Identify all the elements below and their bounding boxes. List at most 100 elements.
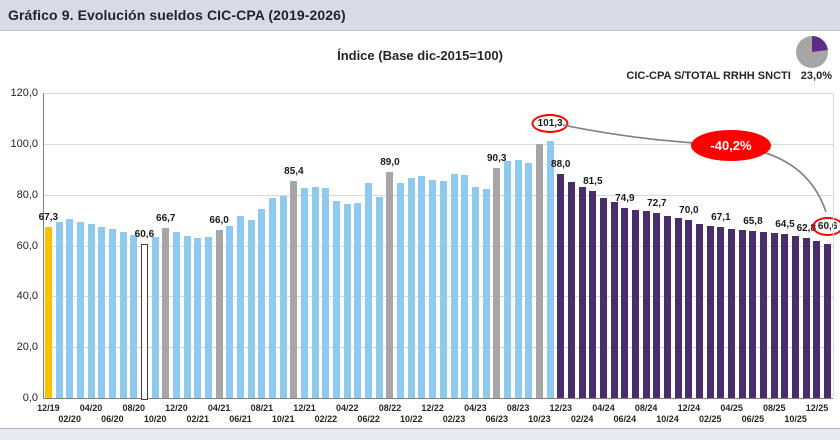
chart-bar-10-23 xyxy=(535,143,543,398)
chart-bar-12-25 xyxy=(813,241,821,398)
chart-bar-12-21 xyxy=(301,188,309,398)
chart-bar-12-22 xyxy=(429,179,437,398)
chart-bar-04-20 xyxy=(87,224,95,398)
chart-bar-06-22 xyxy=(365,182,373,398)
chart-bar-11-23 xyxy=(546,140,554,398)
footer-strip xyxy=(0,428,840,440)
chart-bar-04-25 xyxy=(728,228,736,398)
bar-value-label: 64,5 xyxy=(775,219,795,231)
y-axis-line xyxy=(43,93,44,398)
x-tick-label: 10/24 xyxy=(656,414,679,424)
bar-value-label: 67,1 xyxy=(711,212,731,224)
x-tick-label: 12/20 xyxy=(165,403,188,413)
chart-bar-06-20 xyxy=(108,229,116,398)
drop-percentage-badge: -40,2% xyxy=(691,130,771,161)
chart-bar-10-22 xyxy=(407,177,415,398)
circled-value-label: 101,3 xyxy=(531,113,569,133)
x-tick-label: 02/21 xyxy=(186,414,210,424)
chart-bar-03-24 xyxy=(589,190,597,398)
chart-bar-01-24 xyxy=(567,182,575,398)
chart-bar-07-21 xyxy=(247,219,255,398)
chart-bar-10-21 xyxy=(279,196,287,398)
chart-bar-06-25 xyxy=(749,230,757,398)
chart-bar-01-21 xyxy=(183,235,191,398)
x-tick-label: 04/23 xyxy=(464,403,487,413)
chart-bar-04-21 xyxy=(215,230,223,398)
header-bar: Gráfico 9. Evolución sueldos CIC-CPA (20… xyxy=(0,0,840,31)
chart-bar-08-21 xyxy=(258,209,266,398)
chart-bar-01-23 xyxy=(439,180,447,398)
chart-bar-05-21 xyxy=(226,226,234,398)
chart-bar-08-22 xyxy=(386,171,394,398)
chart-bar-08-23 xyxy=(514,159,522,398)
x-tick-label: 06/24 xyxy=(613,414,637,424)
y-tick-label: 20,0 xyxy=(16,341,38,354)
bar-value-label: 85,4 xyxy=(284,165,304,177)
x-tick-label: 10/25 xyxy=(784,414,807,424)
x-tick-label: 04/20 xyxy=(79,403,103,413)
gridline xyxy=(43,347,833,349)
chart-bar-04-22 xyxy=(343,204,351,398)
x-tick-label: 08/25 xyxy=(763,403,786,413)
bar-value-label: 60,6 xyxy=(134,228,155,240)
chart-bar-04-23 xyxy=(471,187,479,398)
chart-bar-09-22 xyxy=(397,182,405,398)
x-tick-label: 02/23 xyxy=(442,414,466,424)
chart-bar-10-20 xyxy=(151,237,159,398)
x-tick-label: 02/24 xyxy=(570,414,594,424)
chart-bar-08-20 xyxy=(130,234,138,398)
chart-bar-03-20 xyxy=(76,222,84,398)
chart-bar-07-24 xyxy=(632,209,639,398)
gridline xyxy=(43,143,833,145)
page-title: Gráfico 9. Evolución sueldos CIC-CPA (20… xyxy=(8,7,346,23)
x-tick-label: 04/25 xyxy=(720,403,743,413)
bar-value-label: 90,3 xyxy=(486,153,507,165)
chart-bar-12-20 xyxy=(172,231,180,398)
x-tick-label: 10/20 xyxy=(143,414,167,424)
chart-bar-08-24 xyxy=(642,211,650,398)
x-tick-label: 06/22 xyxy=(357,414,380,424)
chart-bar-04-24 xyxy=(599,198,607,398)
chart-bar-11-21 xyxy=(290,180,298,398)
chart-bar-03-25 xyxy=(717,227,725,398)
chart-bar-05-20 xyxy=(98,226,106,398)
x-tick-label: 04/24 xyxy=(592,403,615,413)
x-tick-label: 08/21 xyxy=(250,403,274,413)
y-tick-label: 40,0 xyxy=(16,290,38,303)
x-tick-label: 10/21 xyxy=(271,414,295,424)
chart-bar-11-25 xyxy=(802,238,810,398)
chart-bar-07-25 xyxy=(760,232,768,398)
x-tick-label: 04/21 xyxy=(207,403,231,413)
pie-chart-icon xyxy=(794,34,830,70)
chart-bar-07-22 xyxy=(375,197,383,398)
chart-bar-09-23 xyxy=(525,163,533,398)
chart-bar-09-21 xyxy=(269,197,277,398)
bar-value-label: 66,7 xyxy=(156,213,176,225)
x-tick-label: 06/23 xyxy=(485,414,508,424)
x-tick-label: 04/22 xyxy=(335,403,359,413)
chart-bar-03-21 xyxy=(204,236,212,398)
bar-value-label: 65,8 xyxy=(743,215,763,227)
y-tick-label: 80,0 xyxy=(16,188,38,201)
chart-bar-01-22 xyxy=(311,187,319,398)
circled-value-label: 60,6 xyxy=(811,216,840,236)
chart-bar-10-24 xyxy=(664,216,672,398)
chart-bar-03-23 xyxy=(461,174,469,398)
chart-bar-12-23 xyxy=(557,174,565,398)
bar-value-label: 62,8 xyxy=(796,223,817,235)
chart-bar-12-24 xyxy=(685,220,693,398)
pie-legend: CIC-CPA S/TOTAL RRHH SNCTI 23,0% xyxy=(626,70,832,82)
x-axis-line xyxy=(43,398,833,399)
x-tick-label: 02/22 xyxy=(314,414,338,424)
chart-bar-05-22 xyxy=(354,203,362,398)
pie-legend-value: 23,0% xyxy=(800,70,832,82)
chart-bar-02-22 xyxy=(322,188,330,398)
y-tick-label: 60,0 xyxy=(16,239,38,252)
x-tick-label: 12/21 xyxy=(293,403,316,413)
chart-bar-06-23 xyxy=(493,168,501,398)
chart-bar-11-20 xyxy=(162,228,170,398)
chart-bar-02-21 xyxy=(194,237,202,398)
chart-bar-09-25 xyxy=(781,234,789,398)
plot-frame xyxy=(43,93,834,398)
